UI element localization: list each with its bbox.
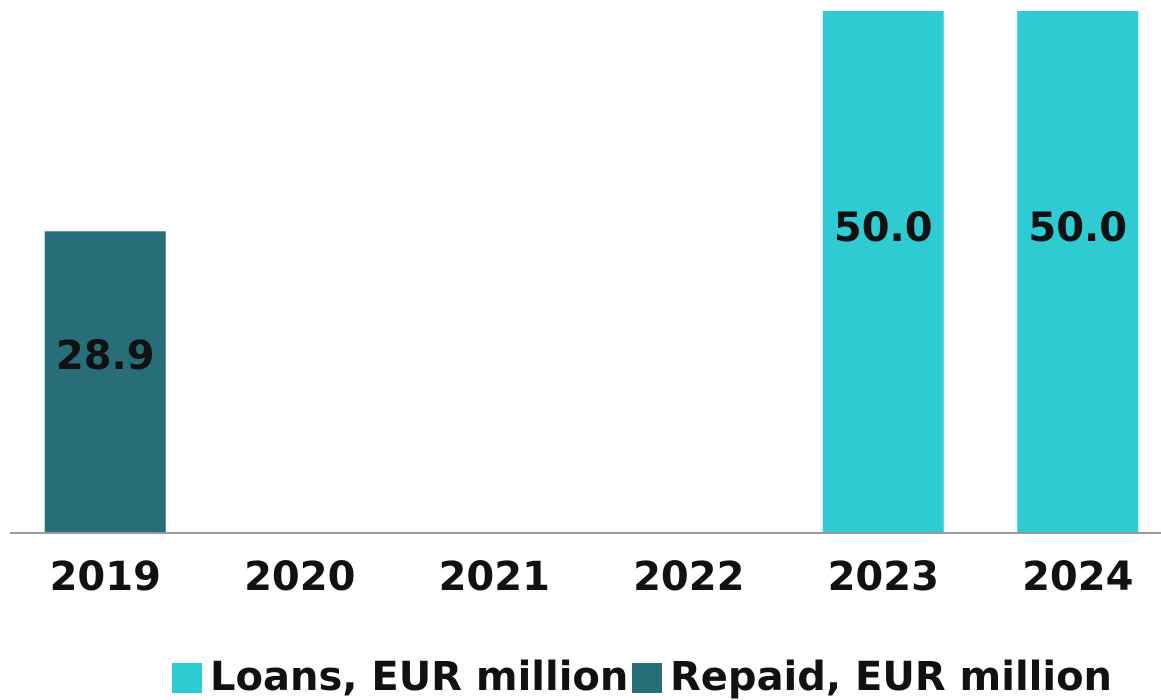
- legend-label: Loans, EUR million: [210, 654, 628, 700]
- x-tick-label: 2022: [633, 554, 744, 600]
- x-tick-label: 2021: [439, 554, 550, 600]
- legend-swatch: [172, 663, 202, 693]
- bar: [1017, 11, 1139, 533]
- legend-swatch: [632, 663, 662, 693]
- x-tick-label: 2024: [1022, 554, 1133, 600]
- x-tick-label: 2019: [50, 554, 161, 600]
- x-tick-label: 2023: [828, 554, 939, 600]
- value-label: 50.0: [1028, 205, 1127, 251]
- bar: [44, 231, 166, 533]
- value-label: 50.0: [834, 205, 933, 251]
- bar: [822, 11, 944, 533]
- legend-label: Repaid, EUR million: [670, 654, 1112, 700]
- x-tick-label: 2020: [244, 554, 355, 600]
- value-label: 28.9: [56, 333, 155, 379]
